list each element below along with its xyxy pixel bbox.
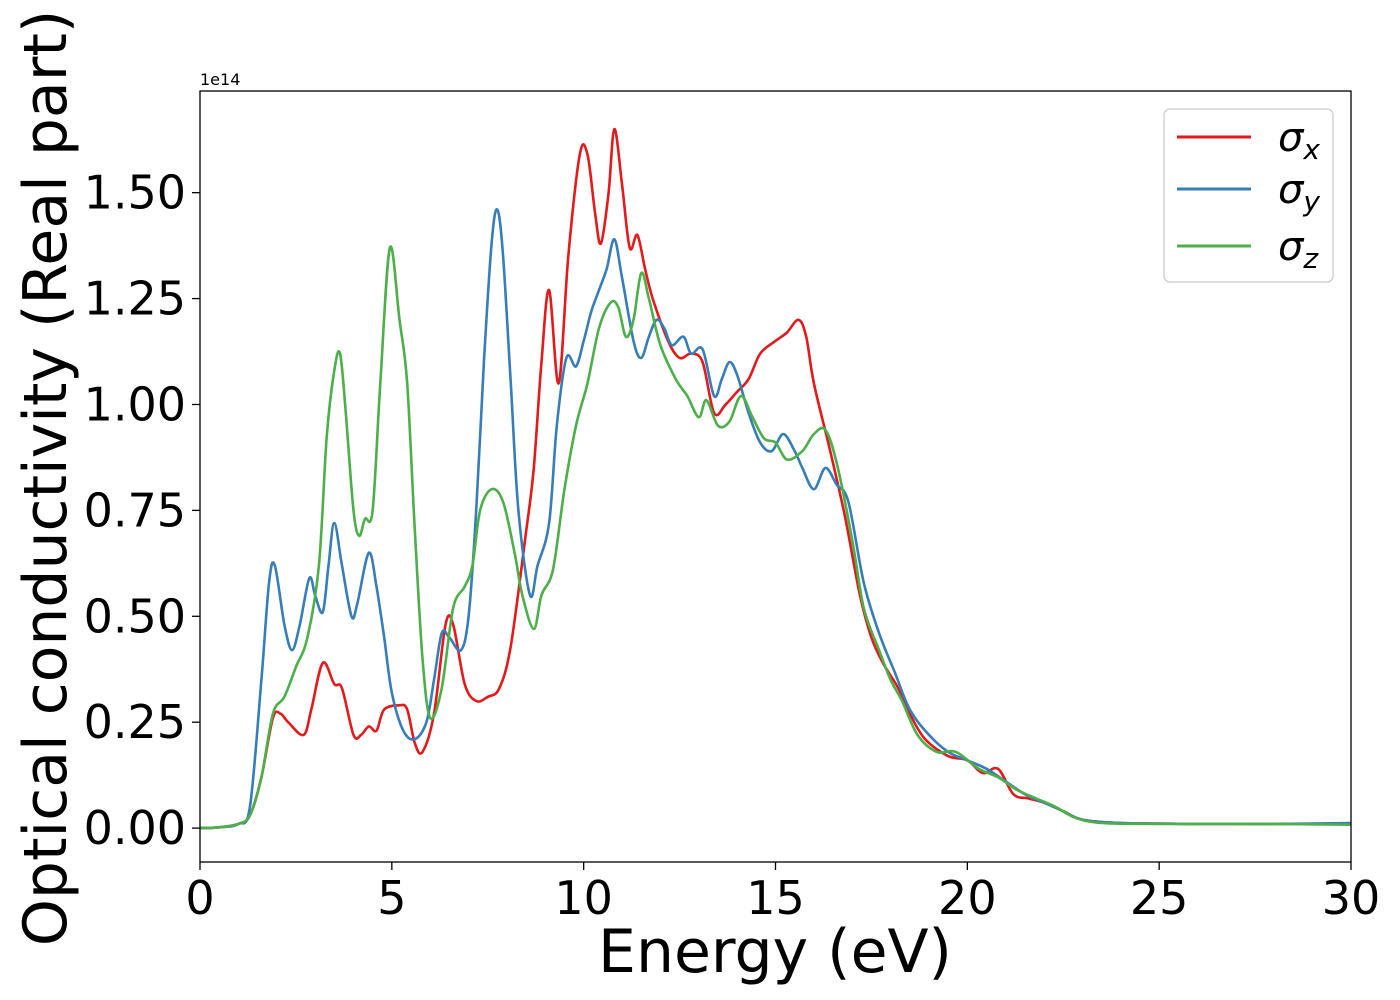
series-layer (200, 127, 1351, 830)
x-tick-label: 25 (1130, 871, 1189, 925)
y-axis: 0.00 0.25 0.50 0.75 1.00 1.25 1.50 (84, 166, 200, 855)
series-line-y (200, 208, 1351, 830)
legend-box (1163, 108, 1334, 283)
y-tick-label: 0.25 (84, 695, 186, 749)
y-tick-label: 0.75 (84, 483, 186, 537)
legend-label-z: σz (1278, 224, 1319, 275)
series-line-z (200, 245, 1351, 830)
y-offset-label: 1e14 (200, 70, 240, 89)
y-tick-label: 0.50 (84, 589, 186, 643)
x-axis: 0 5 10 15 20 25 30 (185, 862, 1380, 925)
x-tick-label: 30 (1322, 871, 1381, 925)
y-tick-label: 1.50 (84, 166, 186, 220)
series-line-x (200, 127, 1351, 830)
x-tick-label: 15 (746, 871, 805, 925)
legend-label-x: σx (1278, 115, 1320, 166)
x-tick-label: 10 (554, 871, 613, 925)
y-axis-label: Optical conductivity (Real part) (11, 10, 81, 947)
x-tick-label: 5 (377, 871, 406, 925)
legend: σx σy σz (1163, 108, 1334, 283)
y-tick-label: 0.00 (84, 801, 186, 855)
legend-label-y: σy (1278, 167, 1320, 218)
x-tick-label: 0 (185, 871, 214, 925)
x-tick-label: 20 (938, 871, 997, 925)
y-tick-label: 1.25 (84, 272, 186, 326)
y-tick-label: 1.00 (84, 377, 186, 431)
x-axis-label: Energy (eV) (598, 917, 952, 987)
